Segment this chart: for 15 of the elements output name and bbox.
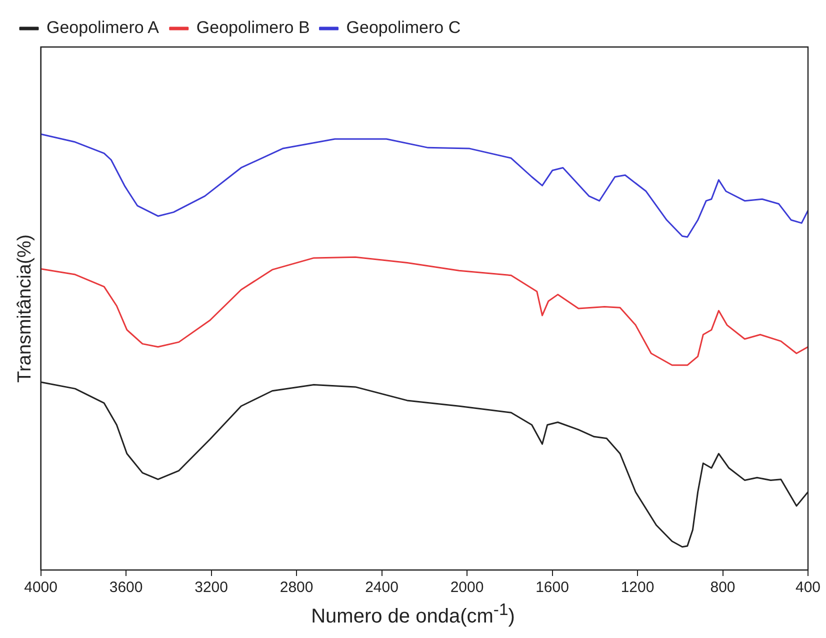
x-tick-label: 3200	[194, 579, 228, 596]
legend-label: Geopolimero A	[46, 18, 160, 38]
x-tick-label: 800	[710, 579, 736, 596]
x-tick-label: 2800	[280, 579, 314, 596]
x-tick-label: 3600	[109, 579, 143, 596]
y-axis-title: Transmitância(%)	[14, 234, 36, 383]
legend-label: Geopolimero B	[196, 18, 310, 38]
x-tick-label: 1200	[620, 579, 654, 596]
x-tick-label: 400	[795, 579, 821, 596]
x-tick-label: 2000	[450, 579, 484, 596]
x-tick-label: 4000	[24, 579, 58, 596]
x-tick-label: 2400	[365, 579, 398, 596]
legend-label: Geopolimero C	[346, 18, 461, 38]
x-axis-title: Numero de onda(cm$^{-1}$)	[310, 600, 516, 629]
x-tick-label: 1600	[536, 579, 569, 596]
